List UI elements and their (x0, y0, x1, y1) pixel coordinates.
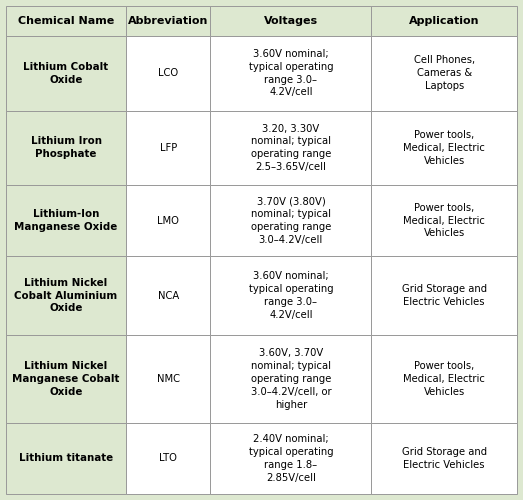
Text: NCA: NCA (157, 290, 179, 300)
Text: Power tools,
Medical, Electric
Vehicles: Power tools, Medical, Electric Vehicles (403, 361, 485, 397)
Bar (6, 256, 126, 335)
Text: 3.60V nominal;
typical operating
range 3.0–
4.2V/cell: 3.60V nominal; typical operating range 3… (248, 272, 333, 320)
Bar (6, 6, 126, 36)
Text: 3.60V nominal;
typical operating
range 3.0–
4.2V/cell: 3.60V nominal; typical operating range 3… (248, 49, 333, 98)
Bar (210, 335, 371, 423)
Text: Power tools,
Medical, Electric
Vehicles: Power tools, Medical, Electric Vehicles (403, 203, 485, 238)
Bar (210, 185, 371, 256)
Text: 3.70V (3.80V)
nominal; typical
operating range
3.0–4.2V/cell: 3.70V (3.80V) nominal; typical operating… (251, 196, 331, 245)
Text: Voltages: Voltages (264, 16, 318, 26)
Text: Grid Storage and
Electric Vehicles: Grid Storage and Electric Vehicles (402, 447, 487, 470)
Bar (6, 110, 126, 185)
Bar (371, 110, 517, 185)
Bar (6, 335, 126, 423)
Text: Power tools,
Medical, Electric
Vehicles: Power tools, Medical, Electric Vehicles (403, 130, 485, 166)
Text: 2.40V nominal;
typical operating
range 1.8–
2.85V/cell: 2.40V nominal; typical operating range 1… (248, 434, 333, 482)
Text: Lithium titanate: Lithium titanate (19, 454, 113, 464)
Text: Grid Storage and
Electric Vehicles: Grid Storage and Electric Vehicles (402, 284, 487, 307)
Text: Lithium Cobalt
Oxide: Lithium Cobalt Oxide (24, 62, 109, 84)
Text: Cell Phones,
Cameras &
Laptops: Cell Phones, Cameras & Laptops (414, 56, 475, 91)
Bar (210, 6, 371, 36)
Bar (126, 335, 210, 423)
Bar (371, 6, 517, 36)
Bar (126, 6, 210, 36)
Bar (210, 256, 371, 335)
Text: Application: Application (409, 16, 480, 26)
Text: LTO: LTO (160, 454, 177, 464)
Bar (371, 335, 517, 423)
Text: Abbreviation: Abbreviation (128, 16, 209, 26)
Text: Lithium Nickel
Cobalt Aluminium
Oxide: Lithium Nickel Cobalt Aluminium Oxide (15, 278, 118, 314)
Bar (126, 36, 210, 111)
Bar (371, 36, 517, 111)
Text: Lithium Iron
Phosphate: Lithium Iron Phosphate (30, 136, 101, 159)
Bar (126, 423, 210, 494)
Bar (6, 36, 126, 111)
Bar (126, 185, 210, 256)
Bar (210, 423, 371, 494)
Text: NMC: NMC (157, 374, 180, 384)
Text: Lithium-Ion
Manganese Oxide: Lithium-Ion Manganese Oxide (15, 209, 118, 232)
Bar (371, 185, 517, 256)
Bar (6, 423, 126, 494)
Text: Lithium Nickel
Manganese Cobalt
Oxide: Lithium Nickel Manganese Cobalt Oxide (13, 361, 120, 397)
Bar (210, 36, 371, 111)
Bar (126, 256, 210, 335)
Text: 3.20, 3.30V
nominal; typical
operating range
2.5–3.65V/cell: 3.20, 3.30V nominal; typical operating r… (251, 124, 331, 172)
Bar (371, 423, 517, 494)
Text: 3.60V, 3.70V
nominal; typical
operating range
3.0–4.2V/cell, or
higher: 3.60V, 3.70V nominal; typical operating … (251, 348, 331, 410)
Bar (371, 256, 517, 335)
Bar (210, 110, 371, 185)
Text: Chemical Name: Chemical Name (18, 16, 114, 26)
Bar (126, 110, 210, 185)
Bar (6, 185, 126, 256)
Text: LMO: LMO (157, 216, 179, 226)
Text: LFP: LFP (160, 143, 177, 153)
Text: LCO: LCO (158, 68, 178, 78)
